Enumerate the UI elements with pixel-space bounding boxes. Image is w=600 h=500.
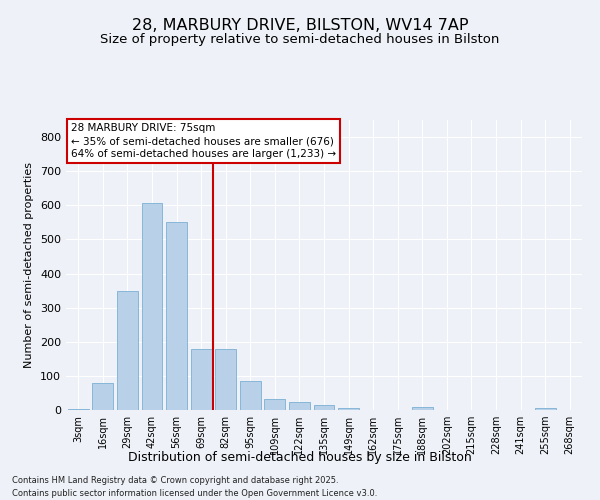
- Bar: [289, 402, 310, 410]
- Bar: [117, 290, 138, 410]
- Bar: [535, 408, 556, 410]
- Text: Size of property relative to semi-detached houses in Bilston: Size of property relative to semi-detach…: [100, 32, 500, 46]
- Text: Distribution of semi-detached houses by size in Bilston: Distribution of semi-detached houses by …: [128, 451, 472, 464]
- Bar: [240, 381, 261, 410]
- Text: Contains HM Land Registry data © Crown copyright and database right 2025.
Contai: Contains HM Land Registry data © Crown c…: [12, 476, 377, 498]
- Bar: [412, 408, 433, 410]
- Text: 28 MARBURY DRIVE: 75sqm
← 35% of semi-detached houses are smaller (676)
64% of s: 28 MARBURY DRIVE: 75sqm ← 35% of semi-de…: [71, 123, 336, 160]
- Bar: [338, 408, 359, 410]
- Bar: [265, 399, 286, 410]
- Bar: [191, 348, 212, 410]
- Bar: [142, 202, 163, 410]
- Bar: [166, 222, 187, 410]
- Bar: [215, 348, 236, 410]
- Bar: [314, 405, 334, 410]
- Bar: [92, 382, 113, 410]
- Text: 28, MARBURY DRIVE, BILSTON, WV14 7AP: 28, MARBURY DRIVE, BILSTON, WV14 7AP: [132, 18, 468, 32]
- Y-axis label: Number of semi-detached properties: Number of semi-detached properties: [25, 162, 34, 368]
